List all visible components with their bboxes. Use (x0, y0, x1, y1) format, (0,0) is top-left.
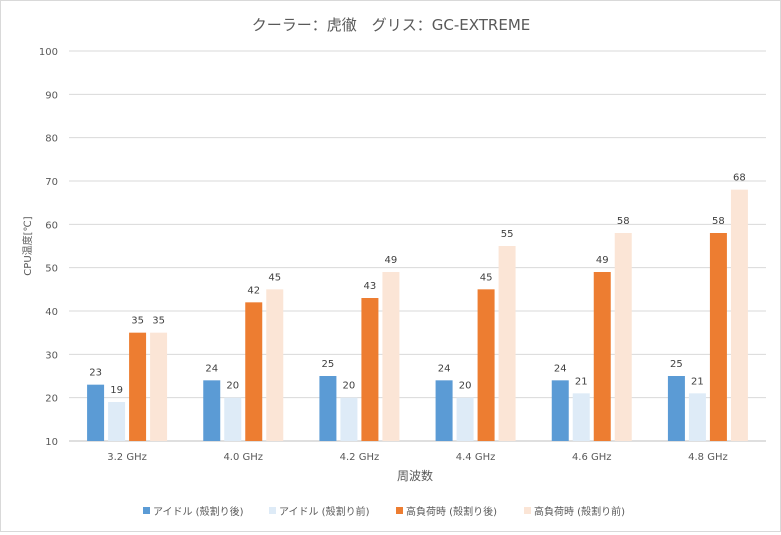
bar (150, 332, 168, 441)
legend-label: 高負荷時 (殻割り後) (406, 505, 497, 518)
data-label: 45 (480, 272, 493, 283)
bar (340, 397, 358, 441)
y-tick-label: 20 (45, 394, 58, 405)
y-tick-label: 80 (45, 134, 58, 145)
bars-layer (87, 189, 748, 441)
data-label: 35 (152, 316, 165, 327)
bar (730, 189, 748, 441)
grid-layer: 10 20 30 40 50 60 70 80 90 100 (39, 47, 766, 448)
bar (319, 376, 337, 441)
data-label: 49 (596, 255, 609, 266)
y-tick-label: 100 (39, 47, 58, 58)
y-tick-label: 90 (45, 90, 58, 101)
data-label: 20 (459, 381, 472, 392)
x-tick-label: 4.6 GHz (572, 452, 612, 463)
x-tick-label: 3.2 GHz (107, 452, 147, 463)
bar (245, 302, 263, 441)
bar (593, 272, 611, 441)
legend-swatch (524, 507, 531, 514)
labels-layer: 23 19 35 35 3.2 GHz 24 20 42 45 4.0 GHz 25 20 43 49 4.… (89, 173, 746, 463)
data-label: 45 (268, 272, 281, 283)
chart-title: クーラー：虎徹 グリス：GC-EXTREME (252, 16, 530, 34)
data-label: 25 (670, 359, 683, 370)
legend-label: アイドル (殻割り前) (279, 505, 370, 518)
y-tick-label: 40 (45, 307, 58, 318)
bar (688, 393, 706, 441)
bar (667, 376, 685, 441)
bar (456, 397, 474, 441)
data-label: 68 (733, 173, 746, 184)
data-label: 58 (712, 216, 725, 227)
bar (108, 402, 126, 441)
data-label: 43 (364, 281, 377, 292)
legend-swatch (269, 507, 276, 514)
y-tick-label: 60 (45, 220, 58, 231)
bar (614, 233, 632, 441)
data-label: 21 (691, 376, 704, 387)
legend-swatch (143, 507, 150, 514)
y-tick-label: 10 (45, 437, 58, 448)
legend-item: アイドル (殻割り後) (143, 505, 244, 518)
bar (572, 393, 590, 441)
bar (498, 246, 516, 441)
data-label: 58 (617, 216, 630, 227)
data-label: 24 (205, 363, 218, 374)
bar (551, 380, 569, 441)
x-tick-label: 4.0 GHz (223, 452, 263, 463)
bar (129, 332, 147, 441)
bar (224, 397, 242, 441)
legend-swatch (396, 507, 403, 514)
bar (361, 298, 379, 441)
data-label: 25 (322, 359, 335, 370)
x-tick-label: 4.2 GHz (340, 452, 380, 463)
legend-label: アイドル (殻割り後) (153, 505, 244, 518)
bar (435, 380, 453, 441)
legend-label: 高負荷時 (殻割り前) (534, 505, 625, 518)
data-label: 21 (575, 376, 588, 387)
x-tick-label: 4.4 GHz (456, 452, 496, 463)
y-tick-label: 70 (45, 177, 58, 188)
data-label: 49 (385, 255, 398, 266)
bar (266, 289, 284, 441)
bar (477, 289, 495, 441)
legend-item: アイドル (殻割り前) (269, 505, 370, 518)
y-tick-label: 50 (45, 264, 58, 275)
data-label: 19 (110, 385, 123, 396)
legend: アイドル (殻割り後) アイドル (殻割り前) 高負荷時 (殻割り後) 高負荷時 (殻… (143, 505, 625, 518)
data-label: 35 (131, 316, 144, 327)
x-tick-label: 4.8 GHz (688, 452, 728, 463)
bar (87, 384, 105, 441)
data-label: 24 (438, 363, 451, 374)
bar (203, 380, 221, 441)
y-tick-label: 30 (45, 350, 58, 361)
legend-item: 高負荷時 (殻割り前) (524, 505, 625, 518)
data-label: 42 (247, 285, 260, 296)
y-axis-label: CPU温度[℃] (21, 216, 34, 275)
data-label: 20 (343, 381, 356, 392)
data-label: 24 (554, 363, 567, 374)
x-axis-label: 周波数 (397, 468, 433, 483)
bar (382, 272, 400, 441)
data-label: 23 (89, 368, 102, 379)
bar (709, 233, 727, 441)
data-label: 20 (226, 381, 239, 392)
data-label: 55 (501, 229, 514, 240)
legend-item: 高負荷時 (殻割り後) (396, 505, 497, 518)
